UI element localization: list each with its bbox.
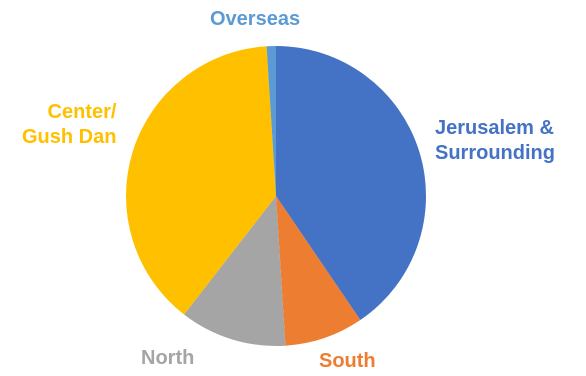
slice-label-center-gush-dan: Center/ Gush Dan	[22, 101, 117, 148]
pie-slice-overseas	[266, 46, 276, 196]
pie-slice-south	[276, 196, 361, 346]
pie-slice-center-gush-dan	[126, 46, 276, 315]
slice-label-jerusalem-surrounding: Jerusalem & Surrounding	[435, 117, 555, 164]
slice-label-south: South	[319, 350, 376, 372]
pie-slice-jerusalem-surrounding	[276, 46, 426, 321]
slice-label-north: North	[141, 347, 195, 369]
pie-slice-north	[184, 196, 286, 346]
slice-label-overseas: Overseas	[210, 8, 301, 30]
